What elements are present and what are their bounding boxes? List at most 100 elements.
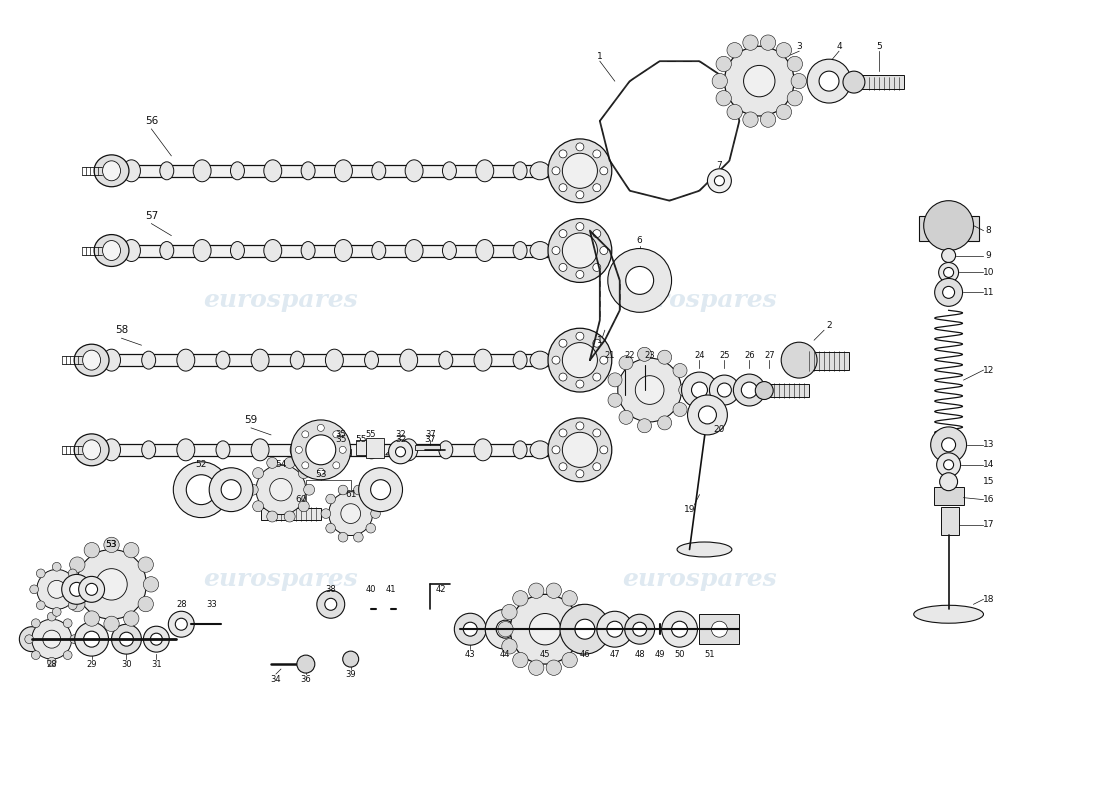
Circle shape xyxy=(454,614,486,645)
Circle shape xyxy=(333,431,340,438)
Circle shape xyxy=(673,402,688,417)
Circle shape xyxy=(321,509,331,518)
Ellipse shape xyxy=(102,439,121,461)
Circle shape xyxy=(32,619,72,659)
Ellipse shape xyxy=(194,239,211,262)
Circle shape xyxy=(727,42,742,58)
Ellipse shape xyxy=(678,542,732,557)
Text: 40: 40 xyxy=(365,585,376,594)
Circle shape xyxy=(562,342,597,378)
Circle shape xyxy=(744,66,775,97)
Ellipse shape xyxy=(251,439,270,461)
Circle shape xyxy=(725,46,794,116)
Circle shape xyxy=(69,597,85,612)
Text: 58: 58 xyxy=(114,326,128,335)
Text: 39: 39 xyxy=(345,670,356,678)
Circle shape xyxy=(938,262,958,282)
Circle shape xyxy=(502,638,517,654)
Circle shape xyxy=(53,607,62,616)
Ellipse shape xyxy=(476,160,494,182)
Circle shape xyxy=(942,249,956,262)
Circle shape xyxy=(600,167,608,174)
Text: 28: 28 xyxy=(176,600,187,609)
Circle shape xyxy=(75,622,109,656)
Text: 37: 37 xyxy=(425,435,437,444)
Ellipse shape xyxy=(530,441,550,458)
Ellipse shape xyxy=(122,160,141,182)
Ellipse shape xyxy=(216,441,230,458)
Text: 57: 57 xyxy=(145,210,158,221)
Circle shape xyxy=(186,474,217,505)
Ellipse shape xyxy=(474,349,492,371)
Ellipse shape xyxy=(530,162,550,180)
Text: 10: 10 xyxy=(982,268,994,277)
Bar xyxy=(799,352,849,370)
Circle shape xyxy=(297,655,315,673)
Circle shape xyxy=(552,446,560,454)
Circle shape xyxy=(343,651,359,667)
Circle shape xyxy=(710,375,739,405)
Circle shape xyxy=(151,633,163,645)
Text: eurospares: eurospares xyxy=(204,288,359,312)
Circle shape xyxy=(103,616,119,631)
Circle shape xyxy=(679,383,693,397)
Ellipse shape xyxy=(442,242,456,259)
Circle shape xyxy=(546,660,561,675)
Ellipse shape xyxy=(474,439,492,461)
Circle shape xyxy=(301,462,309,469)
Circle shape xyxy=(638,347,651,362)
Circle shape xyxy=(781,342,817,378)
Circle shape xyxy=(937,453,960,477)
Text: 48: 48 xyxy=(635,650,645,658)
Text: eurospares: eurospares xyxy=(204,567,359,591)
Circle shape xyxy=(75,585,84,594)
Circle shape xyxy=(326,494,336,504)
Ellipse shape xyxy=(251,349,270,371)
Circle shape xyxy=(562,590,578,606)
Ellipse shape xyxy=(74,434,109,466)
Ellipse shape xyxy=(364,351,378,369)
Text: 38: 38 xyxy=(326,585,337,594)
Bar xyxy=(918,216,979,241)
Bar xyxy=(854,75,904,89)
Text: 6: 6 xyxy=(637,236,642,245)
Circle shape xyxy=(32,650,41,659)
Circle shape xyxy=(943,286,955,298)
Text: 56: 56 xyxy=(145,116,158,126)
Circle shape xyxy=(807,59,851,103)
Circle shape xyxy=(546,583,561,598)
Text: 34: 34 xyxy=(271,674,282,683)
Circle shape xyxy=(619,356,632,370)
Circle shape xyxy=(123,542,139,558)
Circle shape xyxy=(366,494,375,504)
Ellipse shape xyxy=(142,351,155,369)
Circle shape xyxy=(716,90,732,106)
Circle shape xyxy=(559,184,566,192)
Text: 28: 28 xyxy=(46,659,57,669)
Circle shape xyxy=(209,468,253,512)
Ellipse shape xyxy=(914,606,983,623)
Circle shape xyxy=(317,468,324,475)
Text: 46: 46 xyxy=(580,650,591,658)
Circle shape xyxy=(777,42,792,58)
Ellipse shape xyxy=(326,439,343,461)
Text: 36: 36 xyxy=(300,674,311,683)
Ellipse shape xyxy=(82,350,100,370)
Text: 21: 21 xyxy=(605,350,615,360)
Circle shape xyxy=(552,356,560,364)
Circle shape xyxy=(935,278,962,306)
Circle shape xyxy=(562,652,578,668)
Circle shape xyxy=(658,350,672,364)
Ellipse shape xyxy=(194,160,211,182)
Ellipse shape xyxy=(364,441,378,458)
Bar xyxy=(764,384,810,397)
Bar xyxy=(355,440,365,455)
Text: 32: 32 xyxy=(395,430,406,439)
Text: 52: 52 xyxy=(196,460,207,470)
Circle shape xyxy=(593,263,601,271)
Text: 42: 42 xyxy=(436,585,446,594)
Circle shape xyxy=(658,416,672,430)
Ellipse shape xyxy=(290,441,305,458)
Circle shape xyxy=(68,569,77,578)
Text: 54: 54 xyxy=(275,460,287,470)
